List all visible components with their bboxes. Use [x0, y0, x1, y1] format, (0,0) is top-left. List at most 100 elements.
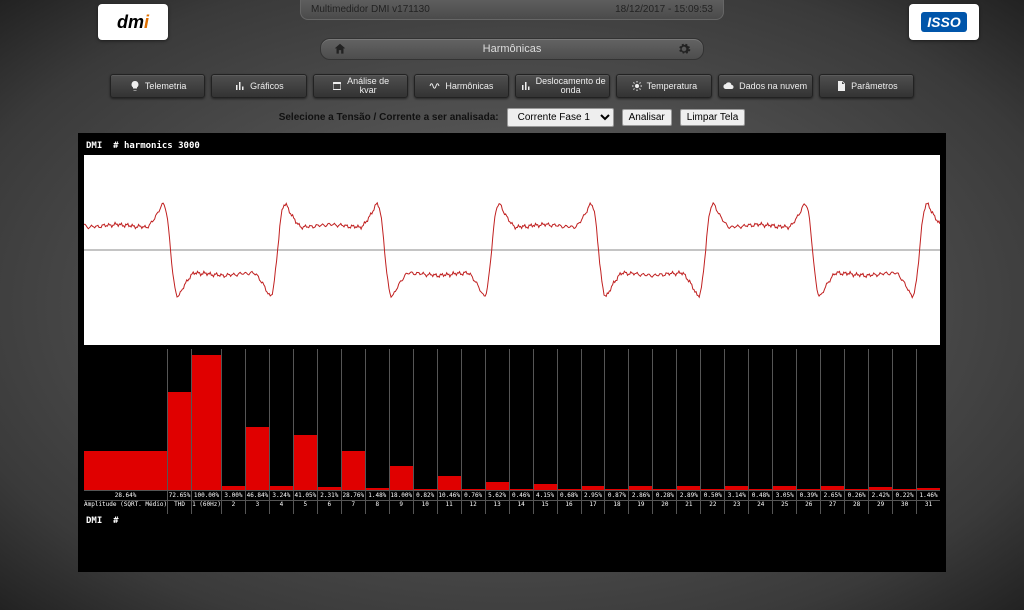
bar-label: 26 — [797, 500, 820, 514]
nav-deslocamento-de-onda[interactable]: Deslocamento deonda — [515, 74, 610, 98]
bar-cell: 28.76%7 — [342, 349, 366, 514]
gear-icon[interactable] — [677, 42, 691, 56]
controls: Selecione a Tensão / Corrente a ser anal… — [0, 108, 1024, 127]
bar-value: 0.46% — [510, 490, 533, 500]
bar-label: 1 (60Hz) — [192, 500, 221, 514]
cloud-icon — [723, 80, 735, 92]
bar-label: 12 — [462, 500, 485, 514]
bar-value: 72.65% — [168, 490, 191, 500]
nav-gr-ficos[interactable]: Gráficos — [211, 74, 306, 98]
bar-cell: 3.14%23 — [725, 349, 749, 514]
bar-cell: 46.84%3 — [246, 349, 270, 514]
bars-icon — [234, 80, 246, 92]
bar-cell: 0.26%28 — [845, 349, 869, 514]
bar-label: 11 — [438, 500, 461, 514]
nav-an-lise-de-kvar[interactable]: Análise dekvar — [313, 74, 408, 98]
bar-value: 0.26% — [845, 490, 868, 500]
bar-cell: 0.50%22 — [701, 349, 725, 514]
logo-isso: ISSO — [909, 4, 979, 40]
bar-cell: 0.46%14 — [510, 349, 534, 514]
bars-icon — [520, 80, 532, 92]
chart-footer: DMI # — [84, 514, 940, 526]
chart-panel: DMI # harmonics 3000 28.64%Amplitude (SQ… — [78, 133, 946, 572]
bar-value: 0.76% — [462, 490, 485, 500]
bar-label: 30 — [893, 500, 916, 514]
bar-label: 23 — [725, 500, 748, 514]
bar-value: 0.82% — [414, 490, 437, 500]
bar-value: 2.86% — [629, 490, 652, 500]
bar-value: 0.87% — [605, 490, 628, 500]
bar-value: 2.89% — [677, 490, 700, 500]
bar-value: 5.62% — [486, 490, 509, 500]
nav-telemetria[interactable]: Telemetria — [110, 74, 205, 98]
bar-cell: 0.82%10 — [414, 349, 438, 514]
bar-label: 18 — [605, 500, 628, 514]
chart-empty-area — [84, 526, 940, 566]
bar-cell: 41.05%5 — [294, 349, 318, 514]
nav-par-metros[interactable]: Parâmetros — [819, 74, 914, 98]
bar-label: 19 — [629, 500, 652, 514]
analyze-button[interactable]: Analisar — [622, 109, 672, 126]
bar-label: 24 — [749, 500, 772, 514]
bar-fill — [246, 427, 269, 490]
bar-value: 0.48% — [749, 490, 772, 500]
bar-value: 4.15% — [534, 490, 557, 500]
bar-cell: 0.28%20 — [653, 349, 677, 514]
wave-icon — [429, 80, 441, 92]
bar-value: 0.39% — [797, 490, 820, 500]
bar-cell: 3.00%2 — [222, 349, 246, 514]
clear-button[interactable]: Limpar Tela — [680, 109, 746, 126]
bar-value: 2.65% — [821, 490, 844, 500]
home-icon[interactable] — [333, 42, 347, 56]
bar-cell: 2.95%17 — [582, 349, 606, 514]
bar-fill — [192, 355, 221, 490]
bar-cell: 0.76%12 — [462, 349, 486, 514]
bar-fill — [438, 476, 461, 490]
bar-label: Amplitude (SQRT. Médio) — [84, 500, 167, 514]
bar-label: 16 — [558, 500, 581, 514]
bar-value: 46.84% — [246, 490, 269, 500]
header: Multimedidor DMI v171130 18/12/2017 - 15… — [0, 0, 1024, 50]
bar-label: 14 — [510, 500, 533, 514]
bar-value: 3.00% — [222, 490, 245, 500]
bar-cell: 0.39%26 — [797, 349, 821, 514]
bar-label: 4 — [270, 500, 293, 514]
bar-fill — [342, 451, 365, 490]
harmonics-bar-chart: 28.64%Amplitude (SQRT. Médio)72.65%THD10… — [84, 349, 940, 514]
nav-dados-na-nuvem[interactable]: Dados na nuvem — [718, 74, 813, 98]
bar-cell: 2.86%19 — [629, 349, 653, 514]
bar-cell: 2.89%21 — [677, 349, 701, 514]
section-bar: Harmônicas — [320, 38, 704, 60]
bar-value: 0.68% — [558, 490, 581, 500]
datetime: 18/12/2017 - 15:09:53 — [615, 4, 713, 15]
bar-label: THD — [168, 500, 191, 514]
nav-temperatura[interactable]: Temperatura — [616, 74, 711, 98]
bar-value: 28.64% — [84, 490, 167, 500]
bar-cell: 1.46%31 — [917, 349, 940, 514]
app-title: Multimedidor DMI v171130 — [311, 4, 430, 15]
bar-cell: 28.64%Amplitude (SQRT. Médio) — [84, 349, 168, 514]
bar-label: 5 — [294, 500, 317, 514]
bar-value: 100.00% — [192, 490, 221, 500]
bar-value: 2.31% — [318, 490, 341, 500]
bar-cell: 100.00%1 (60Hz) — [192, 349, 222, 514]
bar-value: 18.00% — [390, 490, 413, 500]
bar-cell: 2.42%29 — [869, 349, 893, 514]
bar-cell: 3.05%25 — [773, 349, 797, 514]
phase-select[interactable]: Corrente Fase 1 — [507, 108, 614, 127]
bar-value: 0.50% — [701, 490, 724, 500]
bar-value: 1.48% — [366, 490, 389, 500]
bar-label: 27 — [821, 500, 844, 514]
bar-fill — [84, 451, 167, 490]
bar-value: 0.28% — [653, 490, 676, 500]
bar-value: 0.22% — [893, 490, 916, 500]
bar-fill — [390, 466, 413, 490]
bar-cell: 0.68%16 — [558, 349, 582, 514]
bar-label: 22 — [701, 500, 724, 514]
bar-cell: 4.15%15 — [534, 349, 558, 514]
bar-label: 9 — [390, 500, 413, 514]
bar-fill — [486, 482, 509, 490]
bar-value: 2.42% — [869, 490, 892, 500]
nav-harm-nicas[interactable]: Harmônicas — [414, 74, 509, 98]
bar-value: 3.14% — [725, 490, 748, 500]
